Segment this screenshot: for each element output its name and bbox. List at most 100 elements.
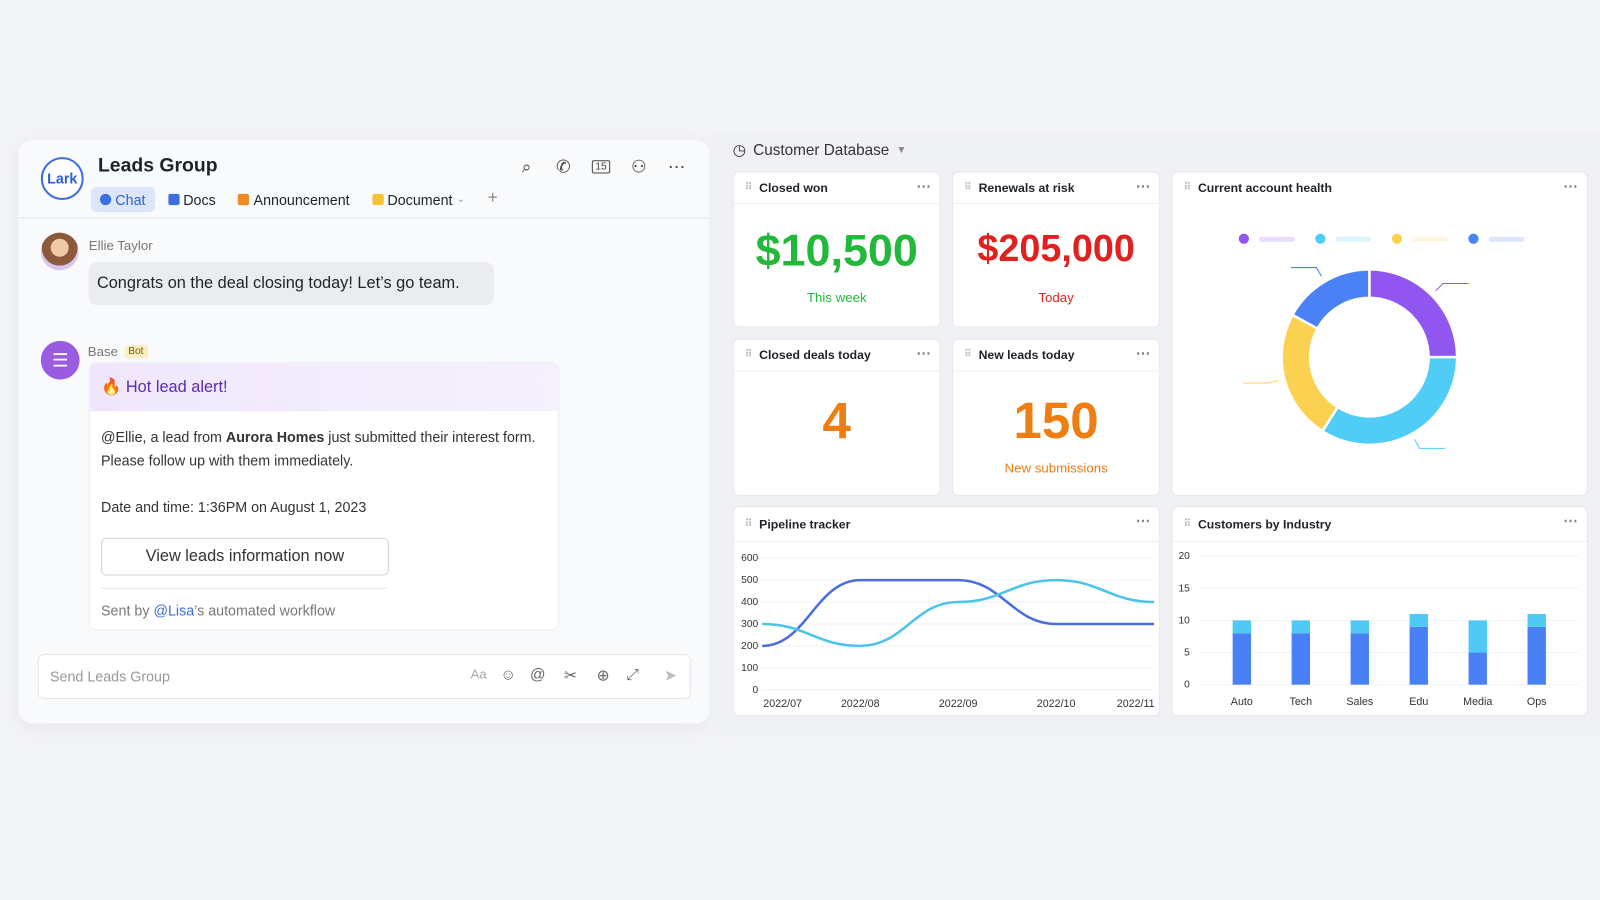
call-icon[interactable]: ✆ [555, 157, 571, 177]
mention-link[interactable]: @Lisa [153, 602, 195, 619]
add-icon[interactable]: ⊕ [596, 667, 610, 685]
add-member-icon[interactable]: ⚇ [630, 157, 647, 177]
send-icon[interactable]: ➤ [663, 667, 677, 685]
add-tab-button[interactable]: + [487, 187, 498, 208]
caret-down-icon: ▼ [896, 144, 907, 156]
tab-docs[interactable]: Docs [159, 187, 225, 213]
slice-leader-line [1243, 379, 1279, 384]
bot-list-icon[interactable]: ☰ [40, 340, 80, 380]
x-tick-label: Media [1463, 696, 1492, 708]
tab-chat[interactable]: Chat [90, 186, 155, 213]
widget-closed-won[interactable]: ⠿ Closed won ⋯ $10,500 This week [732, 171, 941, 328]
y-tick-label: 0 [752, 685, 758, 696]
more-icon[interactable]: ⋯ [916, 177, 931, 194]
tab-label: Document [387, 191, 453, 208]
widget-renewals-at-risk[interactable]: ⠿ Renewals at risk ⋯ $205,000 Today [952, 171, 1161, 328]
database-selector[interactable]: ◷ Customer Database ▼ [733, 141, 907, 159]
widget-pipeline-tracker[interactable]: ⠿ Pipeline tracker ⋯ 0 100 200 300 400 500 600 20… [732, 506, 1161, 717]
more-icon[interactable]: ⋯ [916, 344, 931, 362]
widget-title: Renewals at risk [978, 180, 1075, 195]
datetime: Date and time: 1:36PM on August 1, 2023 [101, 498, 367, 516]
donut-slice [1320, 355, 1459, 447]
widget-account-health[interactable]: ⠿ Current account health ⋯ [1171, 171, 1588, 496]
message-input[interactable]: Send Leads Group Aa ☺ @ ✂ ⊕ ⤢ ➤ [37, 654, 691, 699]
donut-slice [1290, 268, 1371, 331]
expand-icon[interactable]: ⤢ [626, 666, 639, 684]
more-icon[interactable]: ⋯ [1135, 512, 1150, 529]
legend-label-placeholder [1259, 236, 1295, 242]
y-tick-label: 5 [1184, 648, 1190, 659]
metric-caption: Today [1038, 289, 1074, 306]
widget-new-leads-today[interactable]: ⠿ New leads today ⋯ 150 New submissions [952, 338, 1161, 496]
tab-label: Docs [183, 191, 216, 208]
search-icon[interactable]: ⌕ [521, 157, 532, 177]
mention-icon[interactable]: @ [529, 666, 546, 684]
dashboard-panel: ◷ Customer Database ▼ ⠿ Closed won ⋯ $10,500… [709, 130, 1600, 737]
drag-handle-icon[interactable]: ⠿ [964, 181, 972, 193]
widget-title: Closed deals today [759, 347, 871, 363]
tab-document[interactable]: Document ⌄ [363, 187, 474, 213]
more-icon[interactable]: ⋯ [1563, 177, 1578, 194]
widget-closed-deals-today[interactable]: ⠿ Closed deals today ⋯ 4 [732, 338, 941, 496]
bar-segment [1291, 633, 1310, 685]
more-icon[interactable]: ⋯ [1135, 177, 1150, 194]
bar-segment [1527, 626, 1546, 685]
y-tick-label: 15 [1178, 583, 1190, 594]
y-tick-label: 200 [741, 641, 758, 652]
drag-handle-icon[interactable]: ⠿ [1183, 181, 1192, 193]
y-tick-label: 20 [1178, 551, 1190, 562]
calendar-icon[interactable]: 15 [590, 156, 612, 178]
chevron-down-icon: ⌄ [456, 193, 466, 206]
slice-leader-line [1290, 267, 1323, 277]
metric-caption: This week [806, 289, 867, 306]
legend-dot [1236, 231, 1252, 246]
card-body: @Ellie, a lead from Aurora Homes just su… [101, 426, 547, 473]
more-icon[interactable]: ⋯ [1135, 344, 1150, 362]
chat-panel: Lark Leads Group ⌕ ✆ 15 ⚇ ⋯ Chat Docs An… [18, 139, 711, 724]
line-chart: 0 100 200 300 400 500 600 2022/07 2022/08 2022/09… [741, 553, 1155, 710]
card-title: Hot lead alert! [125, 378, 228, 396]
sent-by: Sent by @Lisa’s automated workflow [101, 599, 547, 622]
drag-handle-icon[interactable]: ⠿ [744, 348, 753, 361]
drag-handle-icon[interactable]: ⠿ [964, 348, 972, 361]
history-icon: ◷ [732, 141, 747, 160]
body-text: @Ellie, a lead from [101, 428, 226, 445]
x-tick-label: Sales [1346, 696, 1373, 708]
user-avatar[interactable] [40, 232, 79, 271]
emoji-icon[interactable]: ☺ [500, 666, 516, 684]
folder-icon [372, 193, 384, 206]
chat-tabs: Chat Docs Announcement Document ⌄ + [90, 186, 507, 213]
megaphone-icon [238, 193, 250, 206]
input-placeholder: Send Leads Group [49, 668, 170, 685]
company-name: Aurora Homes [225, 428, 325, 445]
y-tick-label: 0 [1184, 680, 1190, 691]
drag-handle-icon[interactable]: ⠿ [744, 518, 753, 530]
drag-handle-icon[interactable]: ⠿ [744, 181, 753, 193]
bar-segment [1350, 620, 1369, 634]
more-icon[interactable]: ⋯ [667, 157, 686, 177]
sent-text: ’s automated workflow [194, 602, 336, 619]
sent-text: Sent by [101, 602, 154, 619]
more-icon[interactable]: ⋯ [1563, 512, 1578, 529]
bar-segment [1409, 626, 1428, 685]
bar-segment [1291, 620, 1310, 634]
tab-announcement[interactable]: Announcement [229, 187, 359, 213]
format-icon[interactable]: Aa [470, 666, 487, 682]
widget-customers-by-industry[interactable]: ⠿ Customers by Industry ⋯ 0 5 10 15 20 Auto Tech… [1171, 506, 1588, 717]
widget-title: Closed won [759, 180, 828, 195]
legend-label-placeholder [1488, 236, 1525, 242]
legend-label-placeholder [1412, 236, 1448, 242]
metric-value: 150 [1013, 391, 1099, 449]
drag-handle-icon[interactable]: ⠿ [1183, 518, 1192, 530]
donut-chart [1236, 231, 1525, 449]
donut-slice [1368, 268, 1459, 359]
bar-segment [1232, 633, 1252, 685]
sender-name: Ellie Taylor [88, 237, 153, 254]
x-tick-label: Tech [1290, 696, 1313, 708]
y-tick-label: 100 [741, 663, 758, 674]
series-line [762, 578, 1155, 648]
legend-label-placeholder [1335, 236, 1372, 242]
view-leads-button[interactable]: View leads information now [101, 537, 389, 576]
scissors-icon[interactable]: ✂ [563, 667, 577, 685]
bar-segment [1527, 613, 1546, 627]
